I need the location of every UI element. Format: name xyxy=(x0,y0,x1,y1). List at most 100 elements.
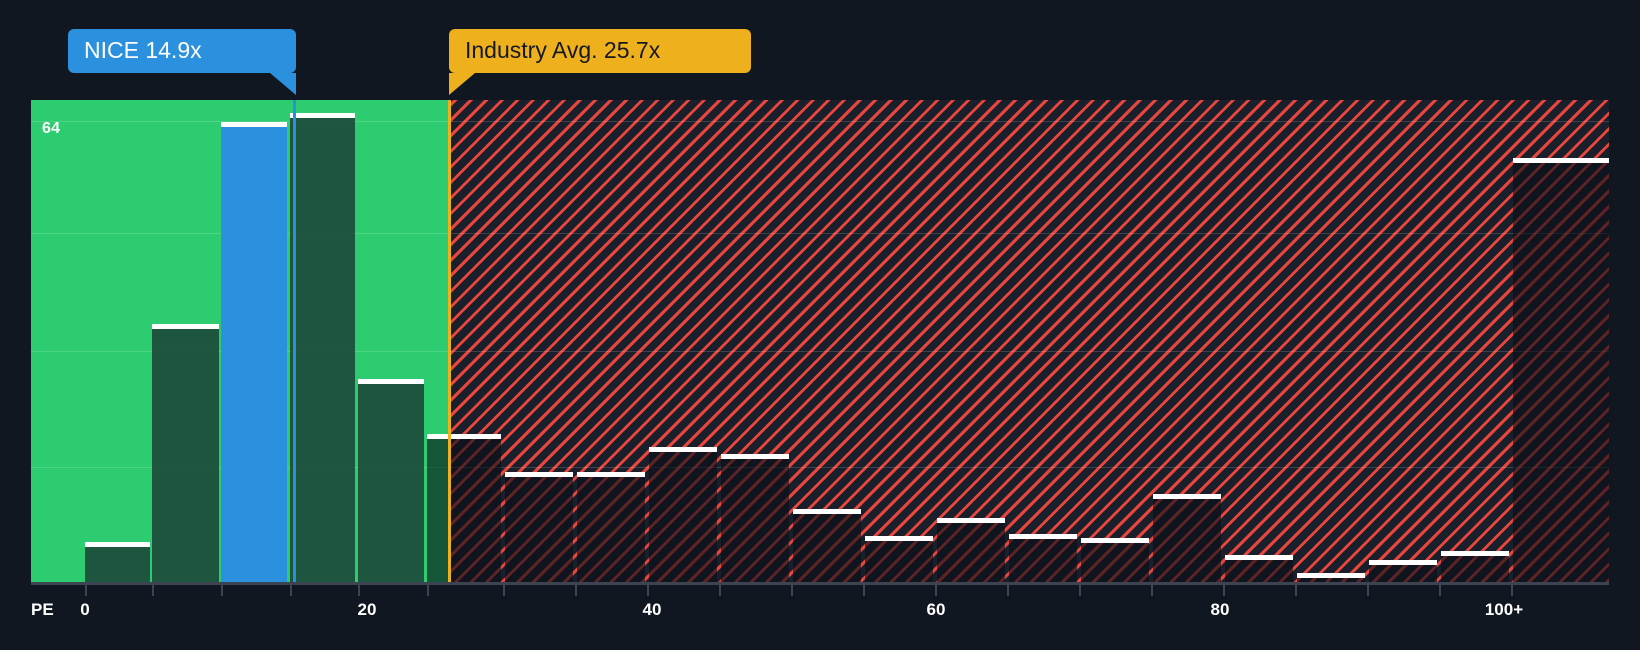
bar-80-85[interactable] xyxy=(1225,555,1293,582)
bar-body xyxy=(793,514,861,582)
x-tick-50 xyxy=(791,585,793,596)
x-tick-15 xyxy=(290,585,292,596)
bar-body xyxy=(1225,560,1293,582)
x-tick-80 xyxy=(1223,585,1225,596)
x-tick-100 xyxy=(1511,585,1513,596)
x-tick-25 xyxy=(427,585,429,596)
bar-10-15[interactable] xyxy=(221,122,287,582)
bar-0-5[interactable] xyxy=(85,542,150,582)
gridline-16 xyxy=(31,467,1609,468)
x-tick-0 xyxy=(85,585,87,596)
x-tick-35 xyxy=(575,585,577,596)
bar-100-plus[interactable] xyxy=(1513,158,1609,582)
x-tick-label-20: 20 xyxy=(357,600,377,619)
plot-area xyxy=(31,100,1609,582)
gridline-48 xyxy=(31,233,1609,234)
bar-cap xyxy=(1081,538,1149,543)
bar-cap xyxy=(1009,534,1077,539)
nice-callout-label: NICE 14.9x xyxy=(84,37,202,63)
bar-95-100[interactable] xyxy=(1441,551,1509,582)
x-tick-label-60: 60 xyxy=(926,600,946,619)
bar-cap xyxy=(1153,494,1221,499)
bar-body xyxy=(152,329,219,582)
bar-body xyxy=(358,384,424,582)
bar-15-20[interactable] xyxy=(290,113,355,582)
bar-90-95[interactable] xyxy=(1369,560,1437,582)
bar-body xyxy=(865,541,933,582)
bar-75-80[interactable] xyxy=(1153,494,1221,582)
bar-cap xyxy=(1225,555,1293,560)
bar-30-35[interactable] xyxy=(505,472,573,582)
overvalued-zone xyxy=(451,100,1609,582)
bar-85-90[interactable] xyxy=(1297,573,1365,582)
bar-cap xyxy=(358,379,424,384)
bar-45-50[interactable] xyxy=(721,454,789,582)
y-axis-top-value: 64 xyxy=(42,120,61,137)
bar-body xyxy=(1081,543,1149,582)
bar-body xyxy=(85,547,150,582)
bar-body xyxy=(649,452,717,582)
bar-cap xyxy=(505,472,573,477)
nice-callout-tail xyxy=(270,73,296,95)
bar-60-65[interactable] xyxy=(937,518,1005,582)
x-tick-60 xyxy=(935,585,937,596)
bar-cap xyxy=(1513,158,1609,163)
bar-65-70[interactable] xyxy=(1009,534,1077,582)
bar-body xyxy=(721,459,789,582)
bar-35-40[interactable] xyxy=(577,472,645,582)
x-axis-title: PE xyxy=(31,600,54,619)
x-tick-45 xyxy=(719,585,721,596)
bar-body xyxy=(505,477,573,582)
x-axis-line xyxy=(31,582,1609,585)
x-tick-30 xyxy=(503,585,505,596)
bar-25-30[interactable] xyxy=(427,434,501,582)
industry-callout-label: Industry Avg. 25.7x xyxy=(465,37,661,63)
bar-55-60[interactable] xyxy=(865,536,933,582)
x-tick-label-40: 40 xyxy=(642,600,662,619)
bar-cap xyxy=(427,434,501,439)
industry-callout-tail xyxy=(449,73,475,95)
x-tick-label-80: 80 xyxy=(1210,600,1230,619)
bar-cap xyxy=(152,324,219,329)
bar-body xyxy=(1009,539,1077,582)
bar-5-10[interactable] xyxy=(152,324,219,582)
industry-callout[interactable]: Industry Avg. 25.7x xyxy=(449,29,751,95)
bar-body xyxy=(1513,163,1609,582)
bar-body xyxy=(290,118,355,582)
bar-cap xyxy=(1297,573,1365,578)
gridline-64 xyxy=(31,121,1609,122)
industry-marker-line xyxy=(448,100,451,582)
bar-body xyxy=(577,477,645,582)
nice-callout[interactable]: NICE 14.9x xyxy=(68,29,296,95)
bar-50-55[interactable] xyxy=(793,509,861,582)
bar-body xyxy=(1441,556,1509,582)
bar-body xyxy=(1369,565,1437,582)
x-tick-65 xyxy=(1007,585,1009,596)
x-tick-5 xyxy=(152,585,154,596)
bar-20-25[interactable] xyxy=(358,379,424,582)
bar-40-45[interactable] xyxy=(649,447,717,582)
x-tick-label-100: 100+ xyxy=(1484,600,1524,619)
bar-body xyxy=(1153,499,1221,582)
bar-70-75[interactable] xyxy=(1081,538,1149,582)
x-tick-55 xyxy=(863,585,865,596)
bar-cap xyxy=(793,509,861,514)
x-tick-70 xyxy=(1079,585,1081,596)
bar-cap xyxy=(865,536,933,541)
x-tick-90 xyxy=(1367,585,1369,596)
gridline-32 xyxy=(31,351,1609,352)
bar-body xyxy=(1297,578,1365,582)
x-tick-85 xyxy=(1295,585,1297,596)
x-tick-95 xyxy=(1439,585,1441,596)
nice-marker-line xyxy=(293,100,296,582)
bar-cap xyxy=(577,472,645,477)
x-tick-20 xyxy=(358,585,360,596)
x-tick-label-0: 0 xyxy=(80,600,90,619)
bar-cap xyxy=(1441,551,1509,556)
bar-cap xyxy=(85,542,150,547)
bar-cap xyxy=(721,454,789,459)
bar-body xyxy=(221,127,287,582)
x-tick-75 xyxy=(1151,585,1153,596)
bar-cap xyxy=(290,113,355,118)
